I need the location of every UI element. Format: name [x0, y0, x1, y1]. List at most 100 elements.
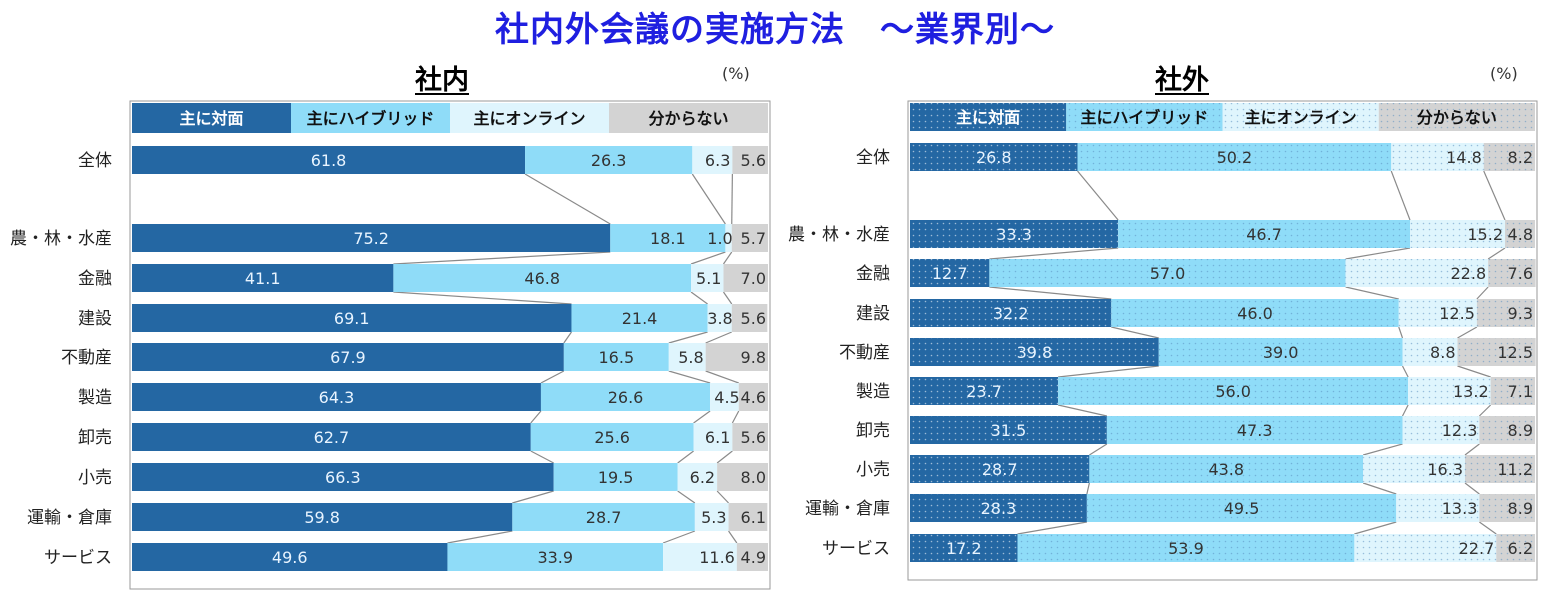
bar-segment-face-internal: [132, 343, 564, 371]
bar-dots-hybrid-external: [1118, 220, 1410, 248]
bar-value-label-hybrid-internal: 26.6: [608, 388, 644, 407]
connector-line-internal: [530, 450, 554, 464]
bar-dots-unknown-external: [1479, 416, 1535, 444]
bar-dots-hybrid-external: [989, 259, 1346, 287]
connector-line-external: [1457, 365, 1491, 378]
category-label-external: 卸売: [856, 421, 890, 441]
bar-segment-online-internal: [694, 503, 729, 531]
bar-value-label-unknown-external: 7.6: [1508, 264, 1533, 283]
plot-frame-internal: [129, 100, 771, 590]
bar-segment-unknown-internal: [738, 383, 768, 411]
bar-dots-online-external: [1391, 143, 1484, 171]
bar-dots-face-external: [910, 377, 1059, 405]
bar-value-label-unknown-internal: 5.6: [741, 309, 766, 328]
connector-line-external: [1111, 326, 1159, 339]
connector-line-external: [1464, 443, 1480, 456]
connector-line-internal: [662, 530, 696, 544]
connector-line-internal: [524, 173, 611, 225]
bar-value-label-unknown-internal: 5.6: [741, 428, 766, 447]
category-label-internal: 不動産: [61, 348, 112, 368]
bar-value-label-unknown-internal: 6.1: [741, 508, 766, 527]
bar-segment-unknown-internal: [723, 264, 768, 292]
bar-segment-unknown-internal: [728, 503, 768, 531]
bar-segment-face-internal: [132, 146, 526, 174]
bar-value-label-hybrid-external: 49.5: [1224, 499, 1260, 518]
connector-line-internal: [393, 291, 572, 305]
connector-line-external: [1478, 404, 1492, 417]
bar-value-label-face-external: 32.2: [993, 304, 1029, 323]
bar-value-label-online-internal: 5.3: [701, 508, 726, 527]
bar-segment-unknown-internal: [732, 146, 768, 174]
connector-line-internal: [705, 331, 732, 344]
bar-value-label-unknown-external: 6.2: [1508, 539, 1533, 558]
bar-value-label-online-internal: 6.1: [705, 428, 730, 447]
bar-dots-hybrid-external: [1106, 416, 1403, 444]
connector-line-internal: [530, 410, 542, 424]
connector-line-external: [1457, 326, 1478, 339]
bar-dots-face-external: [910, 220, 1119, 248]
bar-dots-online-external: [1354, 534, 1497, 562]
bar-segment-face-internal: [132, 264, 394, 292]
bar-segment-hybrid-internal: [540, 383, 711, 411]
bar-dots-online-external: [1396, 494, 1480, 522]
legend-dots-hybrid-external: [1066, 103, 1223, 131]
bar-dots-hybrid-external: [1058, 377, 1409, 405]
chart-title-external: 社外: [1155, 65, 1209, 96]
connector-line-internal: [705, 370, 739, 384]
connector-line-external: [1398, 326, 1404, 339]
legend-dots-face-external: [910, 103, 1067, 131]
bar-dots-unknown-external: [1505, 220, 1535, 248]
bar-segment-unknown-internal: [717, 463, 768, 491]
bar-value-label-face-internal: 64.3: [319, 388, 355, 407]
bar-segment-online-internal: [663, 543, 737, 571]
bar-dots-face-external: [910, 455, 1090, 483]
category-label-internal: 小売: [78, 468, 112, 488]
bar-dots-hybrid-external: [1089, 455, 1364, 483]
connector-line-external: [1086, 482, 1090, 495]
category-label-external: 運輸・倉庫: [805, 499, 890, 519]
connector-line-internal: [728, 530, 738, 544]
bar-value-label-unknown-external: 7.1: [1508, 382, 1533, 401]
bar-value-label-hybrid-external: 43.8: [1208, 460, 1244, 479]
bar-segment-face-internal: [132, 304, 572, 332]
bar-value-label-face-internal: 59.8: [304, 508, 340, 527]
category-label-external: 農・林・水産: [788, 225, 890, 245]
category-label-internal: 卸売: [78, 428, 112, 448]
bar-value-label-unknown-external: 12.5: [1497, 343, 1533, 362]
bar-dots-unknown-external: [1457, 338, 1536, 366]
bar-segment-hybrid-internal: [563, 343, 669, 371]
bar-segment-unknown-internal: [732, 423, 768, 451]
category-label-external: サービス: [822, 539, 890, 559]
bar-dots-unknown-external: [1483, 143, 1535, 171]
connector-line-internal: [731, 173, 733, 225]
bar-value-label-unknown-external: 8.2: [1508, 148, 1533, 167]
bar-value-label-hybrid-internal: 46.8: [524, 269, 560, 288]
bar-value-label-face-external: 28.3: [981, 499, 1017, 518]
bar-value-label-unknown-internal: 4.6: [741, 388, 766, 407]
bar-value-label-online-internal: 1.0: [707, 229, 732, 248]
bar-segment-unknown-internal: [731, 304, 768, 332]
category-label-internal: 全体: [78, 151, 112, 171]
bar-dots-unknown-external: [1496, 534, 1535, 562]
bar-segment-hybrid-internal: [393, 264, 692, 292]
bar-value-label-hybrid-external: 53.9: [1168, 539, 1204, 558]
bar-value-label-unknown-external: 8.9: [1508, 499, 1533, 518]
bar-segment-hybrid-internal: [530, 423, 694, 451]
category-label-external: 不動産: [839, 343, 890, 363]
bar-value-label-face-internal: 62.7: [314, 428, 350, 447]
bar-dots-online-external: [1363, 455, 1465, 483]
connector-line-internal: [690, 251, 726, 265]
connector-line-internal: [722, 251, 733, 265]
bar-dots-unknown-external: [1479, 494, 1535, 522]
bar-dots-online-external: [1402, 338, 1458, 366]
bar-value-label-online-internal: 3.8: [707, 309, 732, 328]
connector-line-internal: [563, 331, 572, 344]
bar-dots-unknown-external: [1488, 259, 1536, 287]
category-label-external: 建設: [856, 304, 890, 324]
legend-label-face-internal: 主に対面: [179, 109, 243, 128]
connector-line-internal: [668, 370, 711, 384]
bar-dots-online-external: [1398, 299, 1477, 327]
connector-line-internal: [693, 410, 711, 424]
bar-value-label-face-internal: 67.9: [330, 348, 366, 367]
connector-line-external: [1401, 404, 1409, 417]
